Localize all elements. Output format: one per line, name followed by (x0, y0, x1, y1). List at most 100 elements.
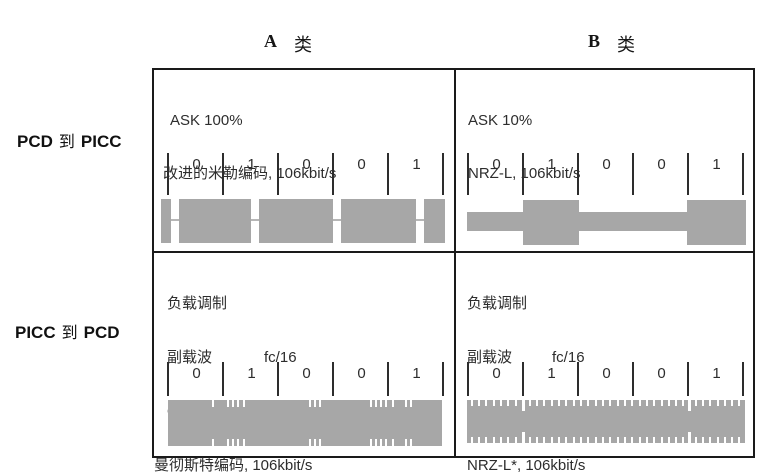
subcarrier-notch (405, 400, 407, 407)
subcarrier-notch (580, 400, 582, 406)
bit-label: 1 (712, 156, 721, 173)
phase-flip-notch (688, 400, 691, 411)
bit-label: 0 (492, 365, 501, 382)
subcarrier-notch (314, 439, 316, 446)
bit-boundary-tick (632, 362, 634, 396)
coding-label: NRZ-L, 106kbit/s (468, 165, 581, 182)
subcarrier-notch (536, 437, 538, 443)
bit-label: 1 (247, 156, 256, 173)
subcarrier-notch (380, 400, 382, 407)
subcarrier-notch (227, 439, 229, 446)
bit-label: 0 (302, 156, 311, 173)
table-border (152, 68, 755, 458)
row-label-right: PICC (80, 132, 122, 151)
carrier-block (341, 199, 416, 243)
subcarrier-notch (392, 400, 394, 407)
phase-flip-notch (522, 432, 525, 443)
subcarrier-notch (558, 437, 560, 443)
bit-boundary-tick (442, 153, 444, 195)
subcarrier-notch (695, 400, 697, 406)
bit-label: 1 (247, 365, 256, 382)
bit-label: 1 (712, 365, 721, 382)
subcarrier-notch (653, 437, 655, 443)
bit-label: 0 (602, 365, 611, 382)
carrier-block (424, 199, 445, 243)
subcarrier-notch (609, 400, 611, 406)
type-a-cn-label: 类 (294, 35, 312, 55)
bit-scale-type-a-pcd: 0 1 0 0 1 (167, 153, 444, 195)
subcarrier-notch (646, 437, 648, 443)
subcarrier-notch (410, 439, 412, 446)
subcarrier-notch (500, 400, 502, 406)
subcarrier-notch (709, 400, 711, 406)
subcarrier-notch (595, 437, 597, 443)
bit-label: 0 (357, 156, 366, 173)
subcarrier-notch (471, 437, 473, 443)
subcarrier-notch (485, 400, 487, 406)
subcarrier-notch (370, 439, 372, 446)
subcarrier-notch (309, 400, 311, 407)
row-label-picc-to-pcd: PICC 到 PCD (15, 319, 120, 343)
bit-boundary-tick (277, 362, 279, 396)
subcarrier-notch (529, 400, 531, 406)
subcarrier-notch (478, 437, 480, 443)
row-label-right: PCD (83, 323, 120, 342)
subcarrier-notch (631, 437, 633, 443)
subcarrier-notch (558, 400, 560, 406)
type-b-letter: B (588, 31, 601, 51)
bit-boundary-tick (387, 362, 389, 396)
subcarrier-notch (731, 437, 733, 443)
bit-boundary-tick (277, 153, 279, 195)
subcarrier-notch (319, 439, 321, 446)
subcarrier-label: 副载波 (467, 349, 513, 366)
subcarrier-notch (536, 400, 538, 406)
subcarrier-notch (682, 400, 684, 406)
bit-label: 0 (492, 156, 501, 173)
subcarrier-notch (478, 400, 480, 406)
subcarrier-notch (624, 437, 626, 443)
subcarrier-notch (309, 439, 311, 446)
subcarrier-notch (631, 400, 633, 406)
bit-boundary-tick (442, 362, 444, 396)
subcarrier-notch (731, 400, 733, 406)
bit-boundary-tick (687, 362, 689, 396)
subcarrier-notch (543, 437, 545, 443)
subcarrier-notch (675, 437, 677, 443)
subcarrier-notch (471, 400, 473, 406)
subcarrier-line: 副载波 fc/16 (467, 348, 585, 368)
subcarrier-notch (624, 400, 626, 406)
subcarrier-notch (709, 437, 711, 443)
subcarrier-notch (493, 400, 495, 406)
subcarrier-notch (653, 400, 655, 406)
subcarrier-notch (595, 400, 597, 406)
subcarrier-notch (227, 400, 229, 407)
bit-label: 1 (547, 156, 556, 173)
subcarrier-notch (243, 400, 245, 407)
subcarrier-notch (319, 400, 321, 407)
subcarrier-notch (212, 400, 214, 407)
subcarrier-line: 副载波 fc/16 (167, 348, 312, 368)
subcarrier-notch (617, 400, 619, 406)
subcarrier-notch (375, 400, 377, 407)
subcarrier-notch (602, 437, 604, 443)
subcarrier-notch (375, 439, 377, 446)
subcarrier-notch (609, 437, 611, 443)
bit-boundary-tick (332, 153, 334, 195)
subcarrier-notch (587, 437, 589, 443)
bit-label: 0 (357, 365, 366, 382)
carrier-block (179, 199, 251, 243)
subcarrier-notch (661, 400, 663, 406)
bit-boundary-tick (742, 362, 744, 396)
waveform-nrzl-ask10 (467, 200, 746, 245)
bit-boundary-tick (167, 153, 169, 195)
subcarrier-notch (237, 400, 239, 407)
subcarrier-notch (565, 437, 567, 443)
subcarrier-notch (529, 437, 531, 443)
coding-label: NRZ-L*, 106kbit/s (467, 457, 586, 473)
carrier-block (259, 199, 333, 243)
subcarrier-frequency: fc/16 (552, 349, 585, 366)
column-header-type-a: A 类 (264, 31, 312, 57)
subcarrier-notch (370, 400, 372, 407)
cell-text-type-b-pcd: ASK 10% NRZ-L, 106kbit/s (468, 77, 581, 217)
